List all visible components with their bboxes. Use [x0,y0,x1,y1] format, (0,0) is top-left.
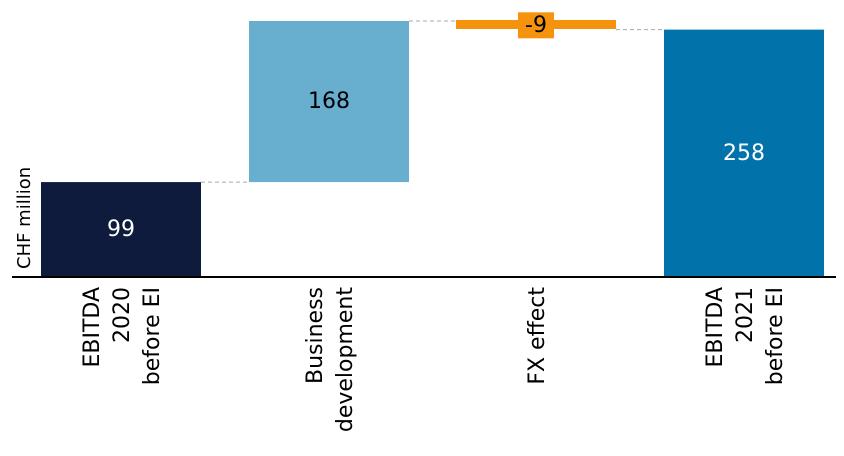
bar-1 [41,182,201,277]
value-label-1: 99 [107,217,135,242]
bars-group [41,20,824,278]
category-label-line: before EI [140,287,165,385]
category-label-line: Business [303,287,328,384]
value-label-2: 168 [308,89,350,114]
value-labels-group: 99 168 -9 258 [107,12,765,242]
category-label-line: 2020 [110,287,135,343]
connector-lines [201,20,664,183]
category-label-line: 2021 [733,287,758,343]
value-label-box-3 [518,12,554,39]
category-label-line: FX effect [525,287,550,385]
category-label-1: EBITDA 2020 before EI [80,287,165,385]
bar-2 [249,21,409,183]
category-label-line: EBITDA [703,287,728,368]
category-label-line: before EI [763,287,788,385]
y-axis-label: CHF million [14,167,35,269]
category-label-2: Business development [303,287,358,433]
value-label-4: 258 [723,141,765,166]
category-label-line: EBITDA [80,287,105,368]
bar-4 [664,29,824,278]
category-label-3: FX effect [525,287,550,385]
category-label-4: EBITDA 2021 before EI [703,287,788,385]
category-labels-group: EBITDA 2020 before EI Business development FX… [80,287,788,433]
value-label-3: -9 [525,13,547,38]
category-label-line: development [333,287,358,433]
